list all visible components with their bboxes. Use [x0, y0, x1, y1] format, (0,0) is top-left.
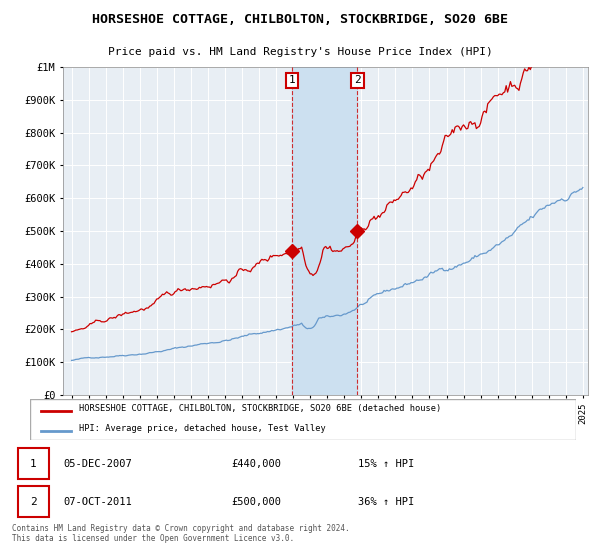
Text: £440,000: £440,000 — [231, 459, 281, 469]
Text: 2: 2 — [354, 76, 361, 85]
FancyBboxPatch shape — [18, 448, 49, 479]
Text: 1: 1 — [30, 459, 37, 469]
Text: 36% ↑ HPI: 36% ↑ HPI — [358, 497, 414, 507]
Text: Contains HM Land Registry data © Crown copyright and database right 2024.
This d: Contains HM Land Registry data © Crown c… — [12, 524, 350, 543]
Text: 2: 2 — [30, 497, 37, 507]
Text: £500,000: £500,000 — [231, 497, 281, 507]
Text: Price paid vs. HM Land Registry's House Price Index (HPI): Price paid vs. HM Land Registry's House … — [107, 47, 493, 57]
Text: HORSESHOE COTTAGE, CHILBOLTON, STOCKBRIDGE, SO20 6BE: HORSESHOE COTTAGE, CHILBOLTON, STOCKBRID… — [92, 13, 508, 26]
Text: 05-DEC-2007: 05-DEC-2007 — [64, 459, 133, 469]
Bar — [292, 67, 358, 395]
Text: HORSESHOE COTTAGE, CHILBOLTON, STOCKBRIDGE, SO20 6BE (detached house): HORSESHOE COTTAGE, CHILBOLTON, STOCKBRID… — [79, 404, 442, 413]
FancyBboxPatch shape — [18, 486, 49, 517]
Text: HPI: Average price, detached house, Test Valley: HPI: Average price, detached house, Test… — [79, 424, 326, 433]
Text: 15% ↑ HPI: 15% ↑ HPI — [358, 459, 414, 469]
FancyBboxPatch shape — [30, 399, 576, 440]
Text: 1: 1 — [289, 76, 295, 85]
Text: 07-OCT-2011: 07-OCT-2011 — [64, 497, 133, 507]
